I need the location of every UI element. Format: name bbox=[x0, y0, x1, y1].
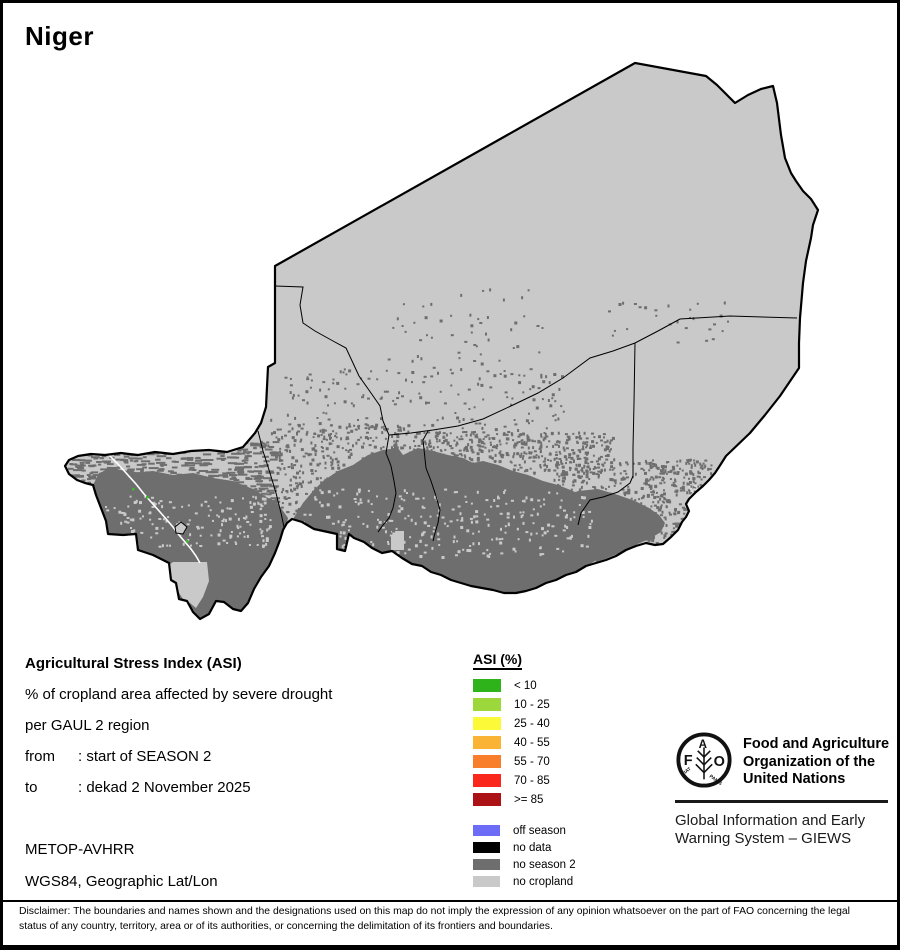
fao-motto-left: FIAT bbox=[681, 766, 693, 777]
legend-swatch bbox=[473, 859, 500, 870]
info-heading: Agricultural Stress Index (ASI) bbox=[25, 655, 242, 672]
legend-label: 40 - 55 bbox=[514, 736, 550, 749]
legend-row-asi-class: 55 - 70 bbox=[473, 752, 576, 771]
legend-swatch bbox=[473, 717, 501, 730]
legend-label: 70 - 85 bbox=[514, 774, 550, 787]
to-label: to bbox=[25, 779, 38, 796]
legend-row-asi-class: 25 - 40 bbox=[473, 714, 576, 733]
disclaimer-separator-line bbox=[3, 900, 897, 902]
info-to-row: to : dekad 2 November 2025 bbox=[25, 779, 332, 796]
legend-row-asi-class: < 10 bbox=[473, 676, 576, 695]
fao-letter-a: A bbox=[699, 738, 708, 751]
country-shape bbox=[65, 63, 818, 619]
map-legend: ASI (%) < 10 10 - 25 25 - 40 40 - 55 55 - 70… bbox=[473, 651, 576, 890]
legend-label: 55 - 70 bbox=[514, 755, 550, 768]
legend-row-extra-class: no season 2 bbox=[473, 856, 576, 873]
legend-asi-classes: < 10 10 - 25 25 - 40 40 - 55 55 - 70 70 - 85 >… bbox=[473, 676, 576, 809]
legend-swatch bbox=[473, 825, 500, 836]
bottom-border bbox=[3, 945, 897, 947]
legend-label: < 10 bbox=[514, 679, 537, 692]
legend-swatch bbox=[473, 774, 501, 787]
legend-row-asi-class: 70 - 85 bbox=[473, 771, 576, 790]
legend-extra-classes: off season no data no season 2 no cropland bbox=[473, 822, 576, 890]
legend-label: 10 - 25 bbox=[514, 698, 550, 711]
to-value: : dekad 2 November 2025 bbox=[78, 779, 251, 796]
country-border bbox=[63, 61, 820, 621]
legend-row-asi-class: 40 - 55 bbox=[473, 733, 576, 752]
fao-letter-o: O bbox=[714, 754, 725, 770]
legend-label: no season 2 bbox=[513, 858, 576, 871]
admin-boundaries bbox=[257, 285, 798, 542]
fao-divider-line bbox=[675, 800, 888, 803]
legend-label: no cropland bbox=[513, 875, 574, 888]
disclaimer-text: Disclaimer: The boundaries and names sho… bbox=[19, 906, 850, 932]
sensor-name: METOP-AVHRR bbox=[25, 841, 135, 858]
legend-row-extra-class: no data bbox=[473, 839, 576, 856]
from-value: : start of SEASON 2 bbox=[78, 748, 212, 765]
asi-green-dots bbox=[132, 488, 189, 543]
map-canvas bbox=[3, 3, 897, 653]
legend-label: >= 85 bbox=[514, 793, 544, 806]
projection-name: WGS84, Geographic Lat/Lon bbox=[25, 873, 218, 890]
map-info-block: Agricultural Stress Index (ASI) % of cro… bbox=[25, 655, 332, 810]
fao-logo-icon: F A O FIAT PANIS bbox=[676, 732, 732, 788]
niger-map bbox=[63, 61, 820, 621]
info-line-2: per GAUL 2 region bbox=[25, 717, 150, 734]
legend-swatch bbox=[473, 698, 501, 711]
legend-row-asi-class: 10 - 25 bbox=[473, 695, 576, 714]
niamey-district-outline bbox=[174, 521, 188, 535]
from-label: from bbox=[25, 748, 55, 765]
niger-river-line bbox=[106, 452, 201, 564]
legend-title: ASI (%) bbox=[473, 651, 522, 670]
legend-swatch bbox=[473, 842, 500, 853]
legend-row-extra-class: no cropland bbox=[473, 873, 576, 890]
legend-swatch bbox=[473, 755, 501, 768]
info-from-row: from : start of SEASON 2 bbox=[25, 748, 332, 765]
legend-swatch bbox=[473, 876, 500, 887]
legend-swatch bbox=[473, 679, 501, 692]
legend-label: off season bbox=[513, 824, 566, 837]
fao-letter-f: F bbox=[684, 753, 693, 769]
legend-row-asi-class: >= 85 bbox=[473, 790, 576, 809]
legend-row-extra-class: off season bbox=[473, 822, 576, 839]
legend-label: 25 - 40 bbox=[514, 717, 550, 730]
legend-swatch bbox=[473, 736, 501, 749]
source-block: METOP-AVHRR WGS84, Geographic Lat/Lon bbox=[25, 841, 218, 905]
fao-giews-block: F A O FIAT PANIS Food and Agriculture Or… bbox=[675, 731, 891, 848]
info-line-1: % of cropland area affected by severe dr… bbox=[25, 686, 333, 703]
fao-org-name: Food and Agriculture Organization of the… bbox=[743, 736, 890, 787]
fao-header: F A O FIAT PANIS Food and Agriculture Or… bbox=[675, 731, 891, 789]
giews-label: Global Information and Early Warning Sys… bbox=[675, 811, 866, 847]
legend-swatch bbox=[473, 793, 501, 806]
legend-label: no data bbox=[513, 841, 552, 854]
page-title: Niger bbox=[25, 21, 94, 51]
